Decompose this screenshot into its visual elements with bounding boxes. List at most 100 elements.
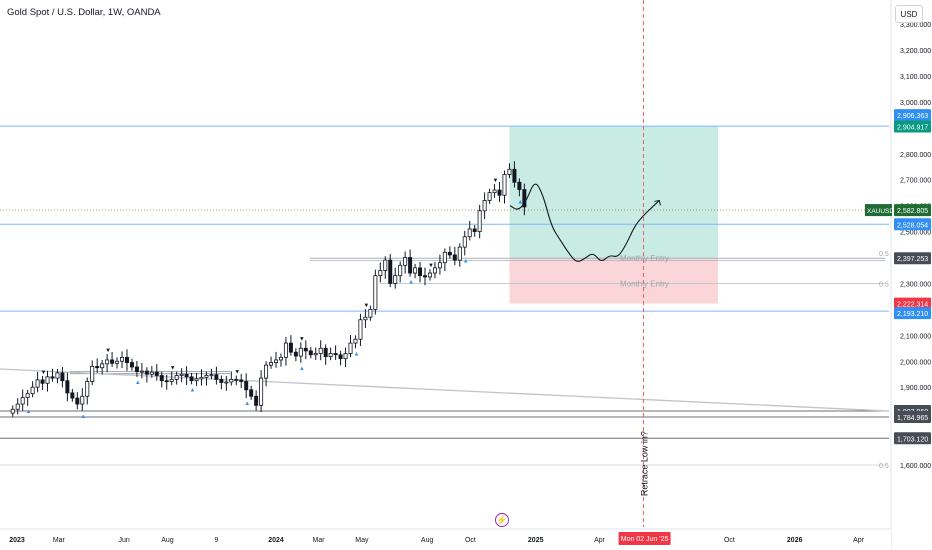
x-tick-label: Apr [594,537,606,544]
candle-up [80,395,85,405]
candle-up [278,356,283,361]
candle-up [328,353,333,357]
candle-up [15,403,20,410]
price-label-bg [894,252,931,265]
candle-down [522,189,527,208]
time-axis-bg [0,529,891,550]
candle-up [20,397,25,405]
x-tick-label: 2025 [528,537,544,544]
y-tick-label: 2,300.000 [900,281,931,288]
price-label: 1,784.965 [897,415,928,422]
pivot-low-marker: ▲ [26,409,32,415]
pivot-high-marker: ▼ [170,365,176,371]
candle-up [413,267,418,274]
price-label-bg [894,307,931,320]
pivot-high-marker: ▼ [428,263,434,269]
candle-down [219,379,224,383]
candle-down [249,389,254,397]
y-tick-label: 3,000.000 [900,100,931,107]
y-tick-label: 1,600.000 [900,463,931,470]
price-label: 2,397.253 [897,256,928,263]
pivot-high-marker: ▼ [41,370,47,376]
candle-up [427,272,432,278]
symbol-label: XAUUSD [867,208,894,215]
candle-up [313,353,318,356]
pivot-high-marker: ▼ [363,303,369,309]
candle-down [70,392,75,399]
pivot-low-marker: ▲ [408,280,414,286]
x-tick-label: Aug [161,537,174,544]
candle-up [467,228,472,238]
pivot-low-marker: ▲ [244,401,250,407]
x-tick-label: Oct [724,537,735,544]
candle-down [472,228,477,232]
y-tick-label: 2,800.000 [900,152,931,159]
x-tick-label: 2024 [268,537,284,544]
candle-down [418,267,423,277]
fib-label: 0.5 [879,463,889,470]
candle-up [283,342,288,358]
price-label-bg [894,204,931,217]
candle-down [333,353,338,356]
candle-down [60,372,65,382]
candle-down [512,168,517,183]
candle-up [10,408,15,414]
x-tick-label: 2023 [9,537,25,544]
candle-up [194,378,199,382]
candle-down [423,275,428,278]
price-label-bg [894,109,931,122]
event-date-label-bg [618,532,671,545]
candle-up [85,381,90,397]
candle-up [120,356,125,362]
candle-up [169,379,174,382]
price-label: 2,904.917 [897,125,928,132]
candle-down [497,189,502,196]
price-axis-bg [891,0,932,550]
fib-label: 0.5 [879,251,889,258]
pivot-low-marker: ▲ [463,258,469,264]
candle-down [75,397,80,405]
price-label-bg [894,120,931,133]
price-label-bg [894,432,931,445]
pivot-low-marker: ▲ [517,199,523,205]
candle-up [209,374,214,377]
candle-down [154,371,159,376]
candle-up [100,363,105,369]
x-tick-label: May [355,537,369,544]
candle-down [244,381,249,391]
price-label-bg [894,218,931,231]
candle-up [45,376,50,384]
candle-up [179,373,184,376]
candle-down [308,350,313,356]
symbol-title: Gold Spot / U.S. Dollar, 1W, OANDA [7,7,161,18]
candle-up [492,189,497,194]
y-tick-label: 2,700.000 [900,178,931,185]
candle-up [30,386,35,395]
candle-up [353,338,358,344]
currency-button[interactable]: USD [895,5,923,23]
pivot-low-marker: ▲ [135,380,141,386]
candle-down [134,366,139,373]
candle-up [273,359,278,363]
x-tick-label: Mar [313,537,326,544]
trendline [0,368,890,412]
candle-down [189,376,194,382]
projection-path [509,183,660,262]
fib-label: 0.5 [879,281,889,288]
y-tick-label: 3,100.000 [900,74,931,81]
candle-down [184,373,189,378]
x-tick-label: Jun [118,537,129,544]
candle-down [303,347,308,352]
y-tick-label: 3,300.000 [900,22,931,29]
candle-down [95,366,100,369]
candle-up [174,375,179,380]
candle-up [363,316,368,321]
candle-up [457,246,462,261]
price-label: 2,582.805 [897,208,928,215]
y-tick-label: 2,100.000 [900,333,931,340]
candle-up [437,262,442,269]
event-bolt-icon[interactable]: ⚡ [495,513,509,527]
candle-down [159,375,164,382]
